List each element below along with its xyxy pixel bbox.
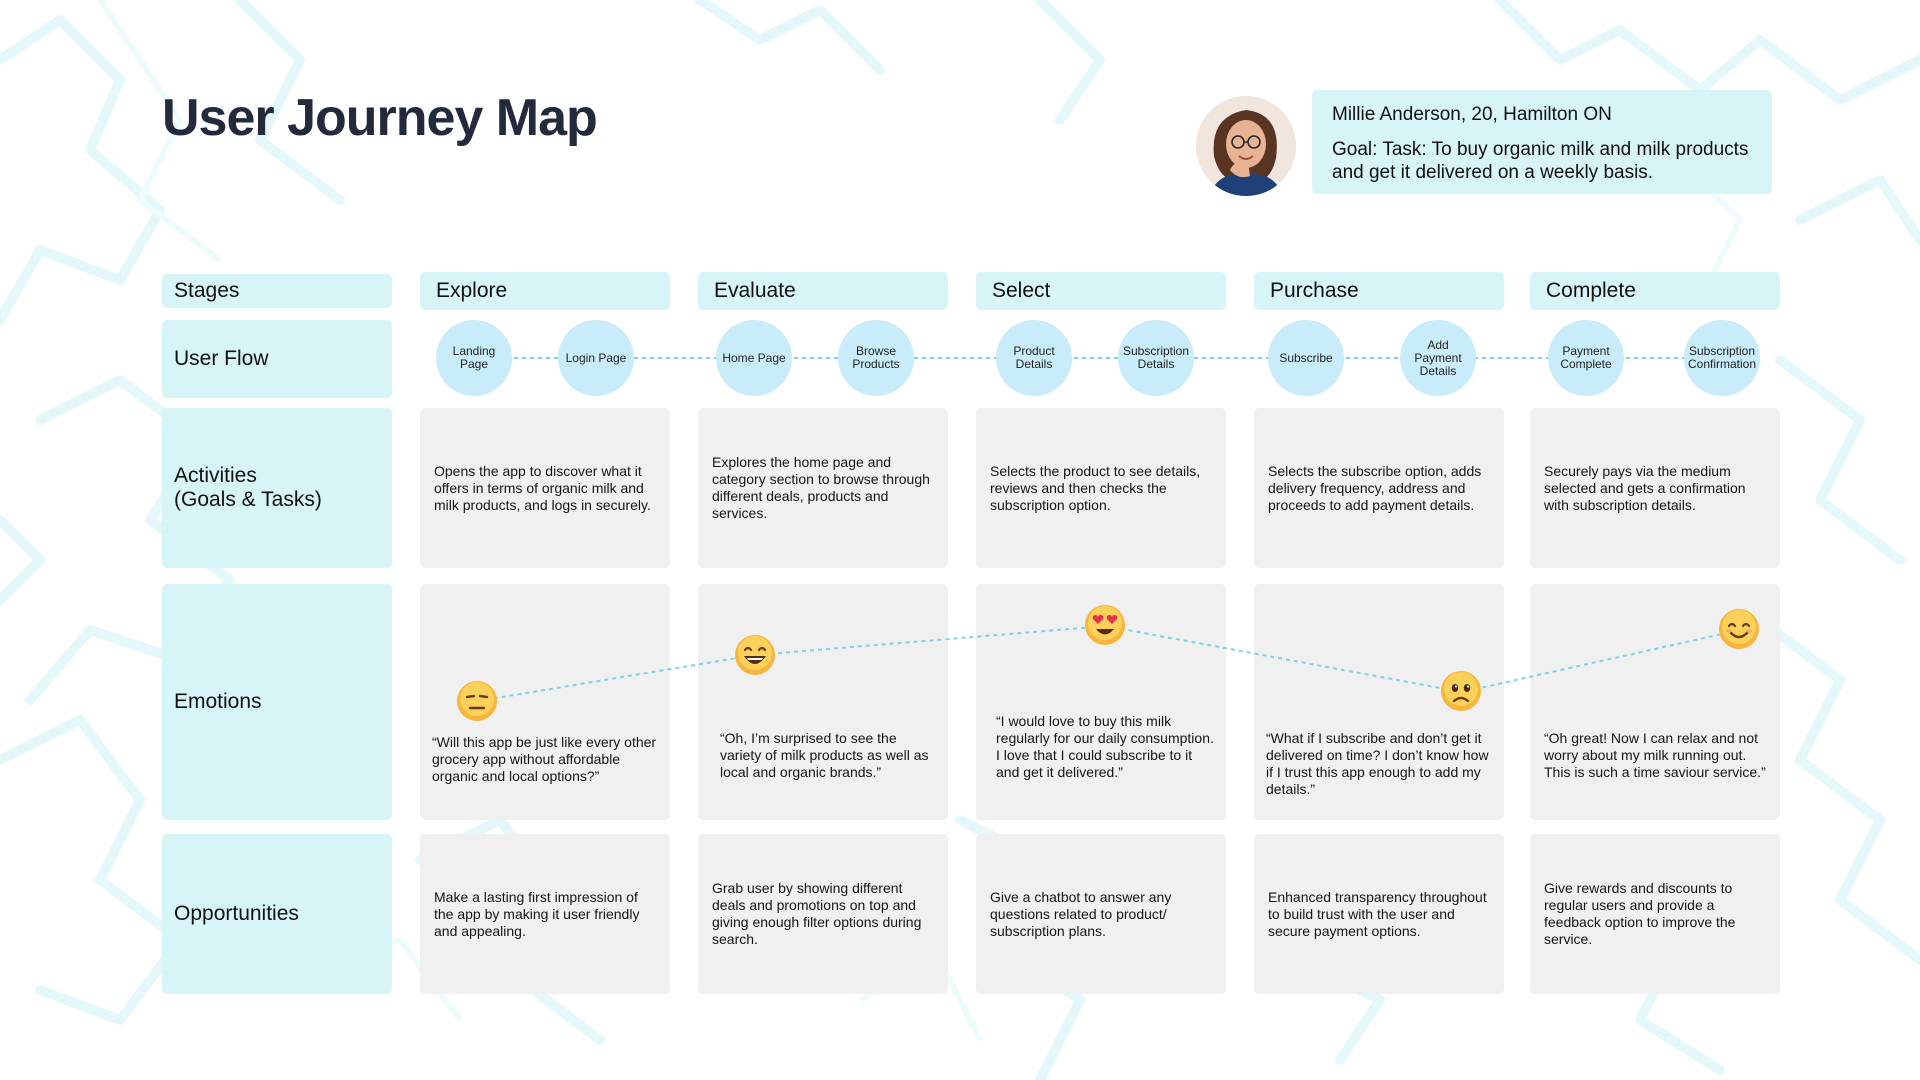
opportunity-evaluate: Grab user by showing different deals and… [698, 834, 948, 994]
persona-goal: Goal: Task: To buy organic milk and milk… [1332, 139, 1749, 183]
activity-explore: Opens the app to discover what it offers… [420, 408, 670, 568]
opportunity-complete: Give rewards and discounts to regular us… [1530, 834, 1780, 994]
stage-complete-title: Complete [1546, 279, 1636, 302]
heart-eyes-face-icon [1085, 605, 1125, 645]
flow-node-label: Add Payment Details [1414, 337, 1462, 378]
flow-node-label: Landing Page [452, 344, 496, 371]
stage-complete: Complete [1530, 272, 1780, 310]
flow-node-label: Browse Products [852, 344, 900, 371]
activity-evaluate: Explores the home page and category sect… [698, 408, 948, 568]
stage-evaluate: Evaluate [698, 272, 948, 310]
flow-node-label: Login Page [565, 350, 627, 365]
activity-explore-text: Opens the app to discover what it offers… [434, 462, 651, 513]
row-label-stages-text: Stages [174, 279, 240, 302]
flow-node-subscription-details: Subscription Details [1118, 320, 1194, 396]
opportunity-purchase-text: Enhanced transparency throughout to buil… [1268, 888, 1487, 939]
flow-node-label: Subscription Confirmation [1687, 344, 1757, 371]
stage-purchase: Purchase [1254, 272, 1504, 310]
emotion-quote-purchase: “What if I subscribe and don’t get it de… [1266, 730, 1489, 797]
row-label-user-flow: User Flow [162, 320, 392, 398]
flow-node-payment-complete: Payment Complete [1548, 320, 1624, 396]
flow-node-label: Product Details [1013, 344, 1055, 371]
activity-purchase-text: Selects the subscribe option, adds deliv… [1268, 462, 1482, 513]
activity-complete-text: Securely pays via the medium selected an… [1544, 462, 1746, 513]
emotion-quote-complete: “Oh great! Now I can relax and not worry… [1544, 730, 1766, 780]
row-label-opportunities-text: Opportunities [174, 902, 299, 925]
activity-select: Selects the product to see details, revi… [976, 408, 1226, 568]
opportunity-evaluate-text: Grab user by showing different deals and… [712, 880, 922, 947]
row-label-user-flow-text: User Flow [174, 347, 269, 370]
flow-node-subscribe: Subscribe [1268, 320, 1344, 396]
stage-select: Select [976, 272, 1226, 310]
row-label-opportunities: Opportunities [162, 834, 392, 994]
grinning-face-icon [735, 635, 775, 675]
activity-purchase: Selects the subscribe option, adds deliv… [1254, 408, 1504, 568]
persona-card: Millie Anderson, 20, Hamilton ON Goal: T… [1312, 90, 1772, 194]
flow-node-label: Subscribe [1279, 350, 1333, 365]
opportunity-purchase: Enhanced transparency throughout to buil… [1254, 834, 1504, 994]
flow-node-label: Subscription Details [1122, 344, 1190, 371]
row-label-activities: Activities (Goals & Tasks) [162, 408, 392, 568]
stage-explore-title: Explore [436, 279, 508, 302]
smiling-face-icon [1719, 609, 1759, 649]
flow-node-label: Payment Complete [1560, 344, 1612, 371]
persona-name: Millie Anderson, 20, Hamilton ON [1332, 104, 1612, 125]
row-label-emotions: Emotions [162, 584, 392, 820]
flow-node-subscription-confirmation: Subscription Confirmation [1684, 320, 1760, 396]
flow-node-product-details: Product Details [996, 320, 1072, 396]
opportunity-explore-text: Make a lasting first impression of the a… [434, 888, 640, 939]
flow-node-browse-products: Browse Products [838, 320, 914, 396]
stage-explore: Explore [420, 272, 670, 310]
stage-purchase-title: Purchase [1270, 279, 1359, 302]
row-label-emotions-text: Emotions [174, 690, 262, 713]
worried-face-icon [1441, 671, 1481, 711]
activity-evaluate-text: Explores the home page and category sect… [712, 454, 930, 521]
stage-select-title: Select [992, 279, 1051, 302]
flow-node-home-page: Home Page [716, 320, 792, 396]
stage-evaluate-title: Evaluate [714, 279, 796, 302]
emotion-quote-explore: “Will this app be just like every other … [432, 734, 657, 784]
opportunity-select: Give a chatbot to answer any questions r… [976, 834, 1226, 994]
row-label-stages: Stages [162, 274, 392, 308]
activity-complete: Securely pays via the medium selected an… [1530, 408, 1780, 568]
neutral-face-icon [457, 681, 497, 721]
persona-avatar [1196, 96, 1296, 196]
opportunity-select-text: Give a chatbot to answer any questions r… [990, 888, 1172, 939]
flow-node-add-payment-details: Add Payment Details [1400, 320, 1476, 396]
flow-node-landing-page: Landing Page [436, 320, 512, 396]
flow-node-label: Home Page [722, 350, 786, 365]
activity-select-text: Selects the product to see details, revi… [990, 462, 1201, 513]
persona-photo-icon [1196, 96, 1296, 196]
emotion-quote-evaluate: “Oh, I’m surprised to see the variety of… [720, 730, 929, 780]
page-title: User Journey Map [162, 89, 598, 147]
flow-node-login-page: Login Page [558, 320, 634, 396]
opportunity-explore: Make a lasting first impression of the a… [420, 834, 670, 994]
row-label-activities-text: Activities (Goals & Tasks) [174, 464, 322, 511]
emotion-quote-select: “I would love to buy this milk regularly… [996, 713, 1214, 780]
opportunity-complete-text: Give rewards and discounts to regular us… [1544, 880, 1736, 947]
emotion-cell-evaluate [698, 584, 948, 820]
